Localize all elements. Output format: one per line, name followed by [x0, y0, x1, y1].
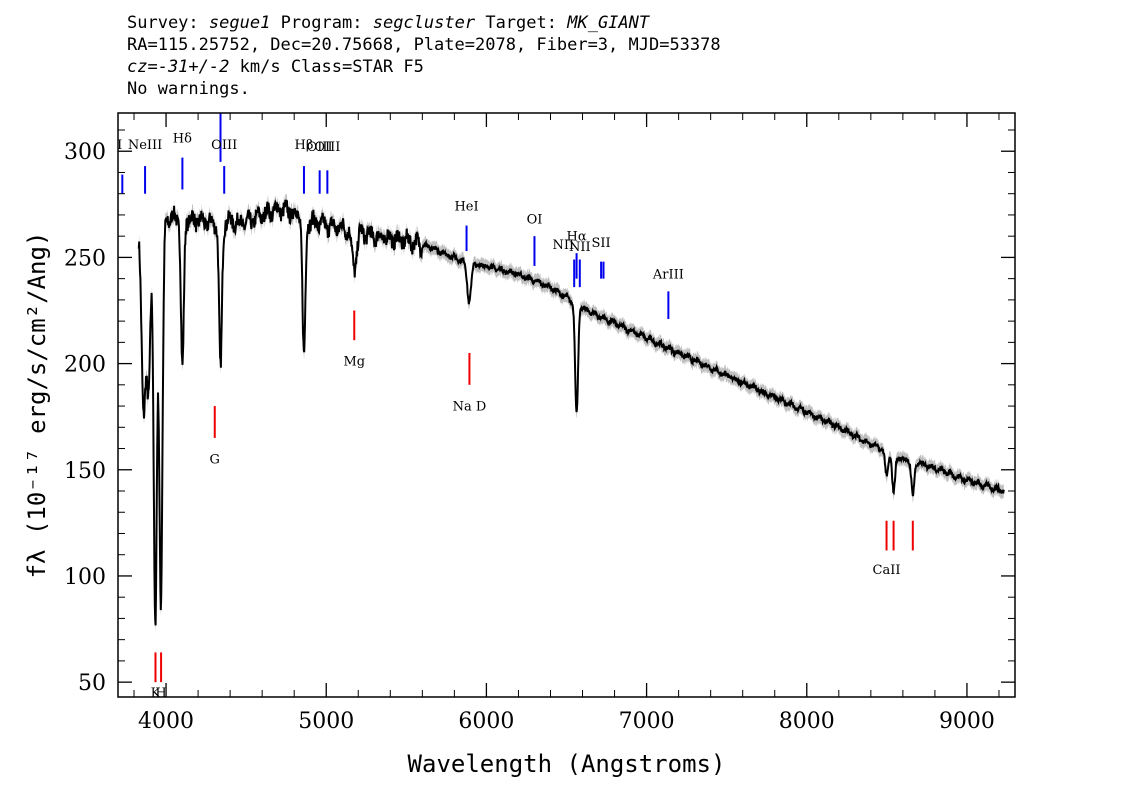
emission-line-label: Hδ [173, 132, 192, 147]
class-value: Class=STAR F5 [290, 57, 424, 77]
absorption-line-label: Mg [343, 355, 365, 370]
emission-line-label: Hβ [295, 138, 314, 153]
y-tick-label: 200 [64, 353, 106, 378]
flux-line [137, 198, 1005, 626]
x-tick-label: 5000 [298, 709, 354, 734]
emission-line-label: OIII [314, 140, 340, 155]
y-tick-label: 50 [78, 671, 106, 696]
emission-line-label: Hγ [211, 98, 230, 113]
x-axis-title: Wavelength (Angstroms) [408, 750, 726, 778]
absorption-line-label: K [151, 686, 161, 701]
emission-line-label: OIII [307, 140, 333, 155]
emission-line-label: HeI [454, 200, 478, 215]
y-tick-label: 300 [64, 140, 106, 165]
absorption-line-label: G [210, 452, 220, 467]
emission-line-label: NeIII [128, 138, 162, 153]
emission-line-label: NII [569, 240, 591, 255]
emission-line-label: NII [553, 238, 575, 253]
y-tick-label: 100 [64, 565, 106, 590]
emission-line-label: OII [101, 138, 122, 153]
x-tick-label: 6000 [458, 709, 514, 734]
target-label: Target: [485, 13, 557, 33]
target-value: MK_GIANT [567, 13, 650, 33]
header-line-2: RA=115.25752, Dec=20.75668, Plate=2078, … [127, 35, 721, 55]
absorption-line-label: Na D [453, 399, 487, 414]
emission-line-label: OIII [211, 138, 237, 153]
program-value: segcluster [372, 13, 476, 33]
axis-ticks: 4000 5000 6000 7000 8000 9000 50 100 150 200 250 30… [64, 113, 1015, 734]
x-tick-label: 8000 [779, 709, 835, 734]
y-axis-title: fλ (10⁻¹⁷ erg/s/cm²/Ang) [23, 232, 51, 579]
emission-line-label: ArIII [652, 268, 684, 283]
spectrum-header: Survey: segue1 Program: segcluster Targe… [127, 12, 721, 100]
y-tick-label: 250 [64, 246, 106, 271]
header-line-4: No warnings. [127, 79, 250, 99]
survey-label: Survey: [127, 13, 199, 33]
emission-line-label: OI [527, 212, 543, 227]
plot-frame [117, 112, 1016, 698]
survey-value: segue1 [208, 13, 271, 33]
x-tick-label: 7000 [619, 709, 675, 734]
program-label: Program: [280, 13, 363, 33]
redshift-value: cz=-31+/-2 [127, 57, 230, 77]
y-tick-label: 150 [64, 459, 106, 484]
redshift-unit: km/s [239, 57, 281, 77]
x-tick-label: 4000 [138, 709, 194, 734]
header-line-1: Survey: segue1 Program: segcluster Targe… [127, 12, 721, 34]
absorption-line-label: H [155, 686, 166, 701]
absorption-line-label: CaII [873, 563, 901, 578]
x-tick-label: 9000 [939, 709, 995, 734]
header-line-3: cz=-31+/-2 km/s Class=STAR F5 [127, 56, 721, 78]
emission-line-label: Hα [567, 229, 587, 244]
emission-line-label: SII [592, 236, 611, 251]
